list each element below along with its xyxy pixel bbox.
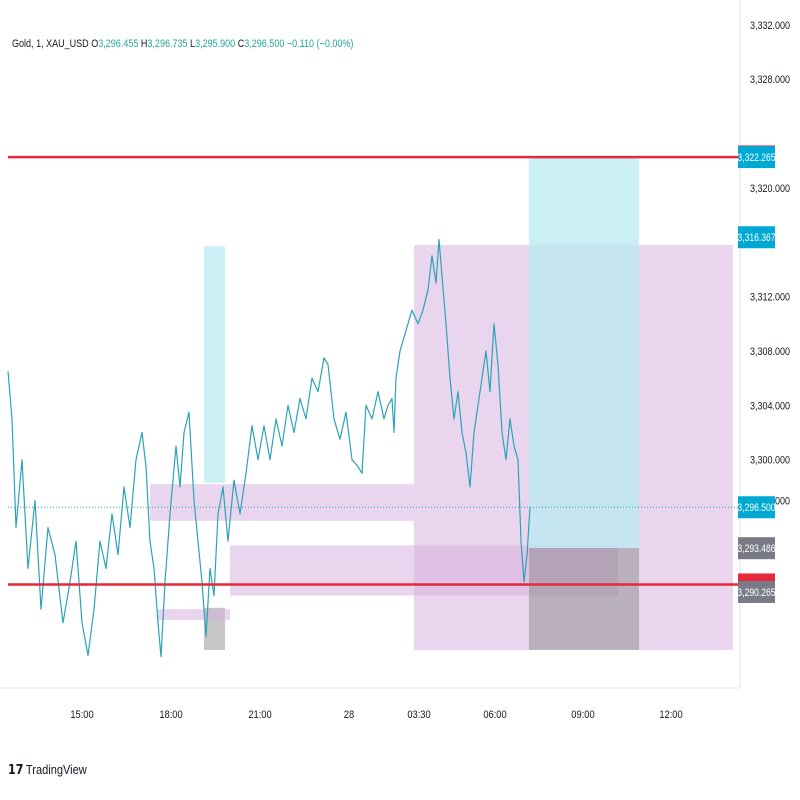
x-tick-label: 03:30: [407, 709, 431, 721]
price-label: 3,322.265: [737, 152, 776, 164]
ohlc-legend: Gold, 1, XAU_USD O3,296.455 H3,296.735 L…: [12, 38, 353, 50]
zones-layer: [150, 156, 733, 650]
price-label-box: [738, 496, 775, 519]
x-tick-label: 28: [344, 709, 355, 721]
price-label-box: [738, 146, 775, 169]
y-tick-label: 3,328.000: [750, 74, 790, 86]
purple-zone[interactable]: [158, 609, 230, 621]
price-label-box: [738, 226, 775, 249]
y-tick-label: 3,332.000: [750, 20, 790, 32]
price-label: 3,293.486: [737, 543, 776, 555]
y-tick-label: 3,300.000: [750, 455, 790, 467]
x-tick-label: 18:00: [159, 709, 183, 721]
target-zone[interactable]: [529, 156, 639, 549]
high-value: 3,296.735: [147, 38, 188, 50]
low-label: L: [190, 38, 196, 50]
y-tick-label: 3,312.000: [750, 292, 790, 304]
stop-zone[interactable]: [529, 548, 639, 650]
tradingview-logo-icon: 17: [8, 763, 24, 778]
x-tick-label: 21:00: [248, 709, 272, 721]
price-axis[interactable]: 3,332.000 3,328.000 3,320.000 3,312.000 3,30…: [737, 0, 790, 688]
price-label: 3,316.367: [737, 232, 775, 244]
target-zone[interactable]: [204, 246, 225, 483]
close-value: 3,296.500: [244, 38, 285, 50]
price-line-layer: [7, 238, 531, 658]
x-tick-label: 15:00: [70, 709, 94, 721]
price-label: 3,296.500: [737, 502, 776, 514]
x-tick-label: 12:00: [659, 709, 683, 721]
symbol-label: Gold, 1, XAU_USD: [12, 38, 89, 50]
high-label: H: [140, 38, 148, 50]
low-value: 3,295.900: [195, 38, 236, 50]
y-tick-label: 3,304.000: [750, 401, 790, 413]
open-label: O: [91, 38, 99, 50]
change-value: −0.110 (−0.00%): [286, 38, 354, 50]
close-label: C: [237, 38, 245, 50]
time-axis[interactable]: 15:00 18:00 21:00 28 03:30 06:00 09:00 12:00: [0, 687, 740, 721]
open-value: 3,296.455: [98, 38, 139, 50]
brand-name: TradingView: [25, 762, 87, 777]
price-label-box: [738, 580, 775, 603]
purple-zone[interactable]: [150, 484, 414, 521]
price-series-line: [7, 238, 531, 658]
price-label-box: [738, 537, 775, 560]
y-tick-label: 3,320.000: [750, 183, 790, 195]
x-tick-label: 09:00: [571, 709, 595, 721]
tradingview-logo[interactable]: 17 TradingView: [8, 762, 87, 778]
horizontal-lines-layer: [8, 155, 740, 586]
x-tick-label: 06:00: [483, 709, 507, 721]
price-label: 3,290.265: [737, 587, 776, 599]
y-tick-label: 3,308.000: [750, 346, 790, 358]
